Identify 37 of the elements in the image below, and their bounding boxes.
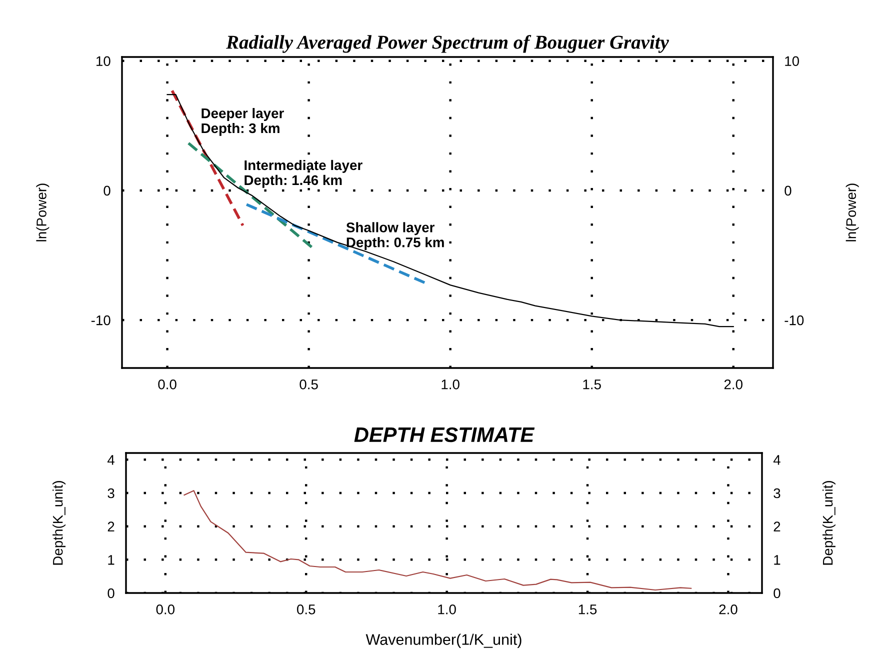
annotation: Deeper layer Depth: 3 km <box>202 108 284 136</box>
annotation: Intermediate layer Depth: 1.46 km <box>244 160 362 188</box>
y-tick-label: 2 <box>108 522 114 532</box>
chart-title: DEPTH ESTIMATE <box>354 427 535 442</box>
y-tick-label: 4 <box>107 455 114 465</box>
y2-tick-label: 2 <box>774 522 780 532</box>
x-tick-label: 1.0 <box>438 604 456 614</box>
x-tick-label: 0.0 <box>156 604 175 614</box>
y2-tick-label: 1 <box>774 555 780 565</box>
x-tick-label: 1.5 <box>578 604 597 614</box>
y2-tick-label: 4 <box>773 455 780 465</box>
chart-title: Radially Averaged Power Spectrum of Bouguer Gravity <box>226 34 669 53</box>
y-tick-label: -10 <box>91 315 110 326</box>
x-axis-title: Wavenumber(1/K_unit) <box>366 634 522 648</box>
y2-tick-label: 10 <box>785 56 800 66</box>
y-tick-label: 0 <box>108 588 114 598</box>
x-tick-label: 0.5 <box>296 604 316 614</box>
y-tick-label: 10 <box>96 56 110 66</box>
y2-tick-label: -10 <box>784 315 804 326</box>
y-tick-label: 0 <box>104 186 110 196</box>
y-axis-title: ln(Power) <box>36 184 50 242</box>
x-tick-label: 2.0 <box>724 379 742 390</box>
annotation: Shallow layer Depth: 0.75 km <box>346 222 444 250</box>
y2-axis-title: Depth(K_unit) <box>822 481 836 565</box>
x-tick-label: 1.0 <box>442 379 460 390</box>
y-tick-label: 3 <box>108 488 114 498</box>
y2-tick-label: 3 <box>774 488 780 498</box>
x-tick-label: 0.5 <box>300 379 318 390</box>
x-tick-label: 0.0 <box>158 379 176 390</box>
y2-tick-label: 0 <box>774 588 780 598</box>
x-tick-label: 1.5 <box>583 380 601 390</box>
y-tick-label: 1 <box>108 555 114 565</box>
x-tick-label: 2.0 <box>719 604 738 614</box>
y2-tick-label: 0 <box>784 186 792 196</box>
y-axis-title: Depth(K_unit) <box>52 481 66 565</box>
line-series <box>184 490 692 591</box>
y2-axis-title: ln(Power) <box>846 184 859 242</box>
